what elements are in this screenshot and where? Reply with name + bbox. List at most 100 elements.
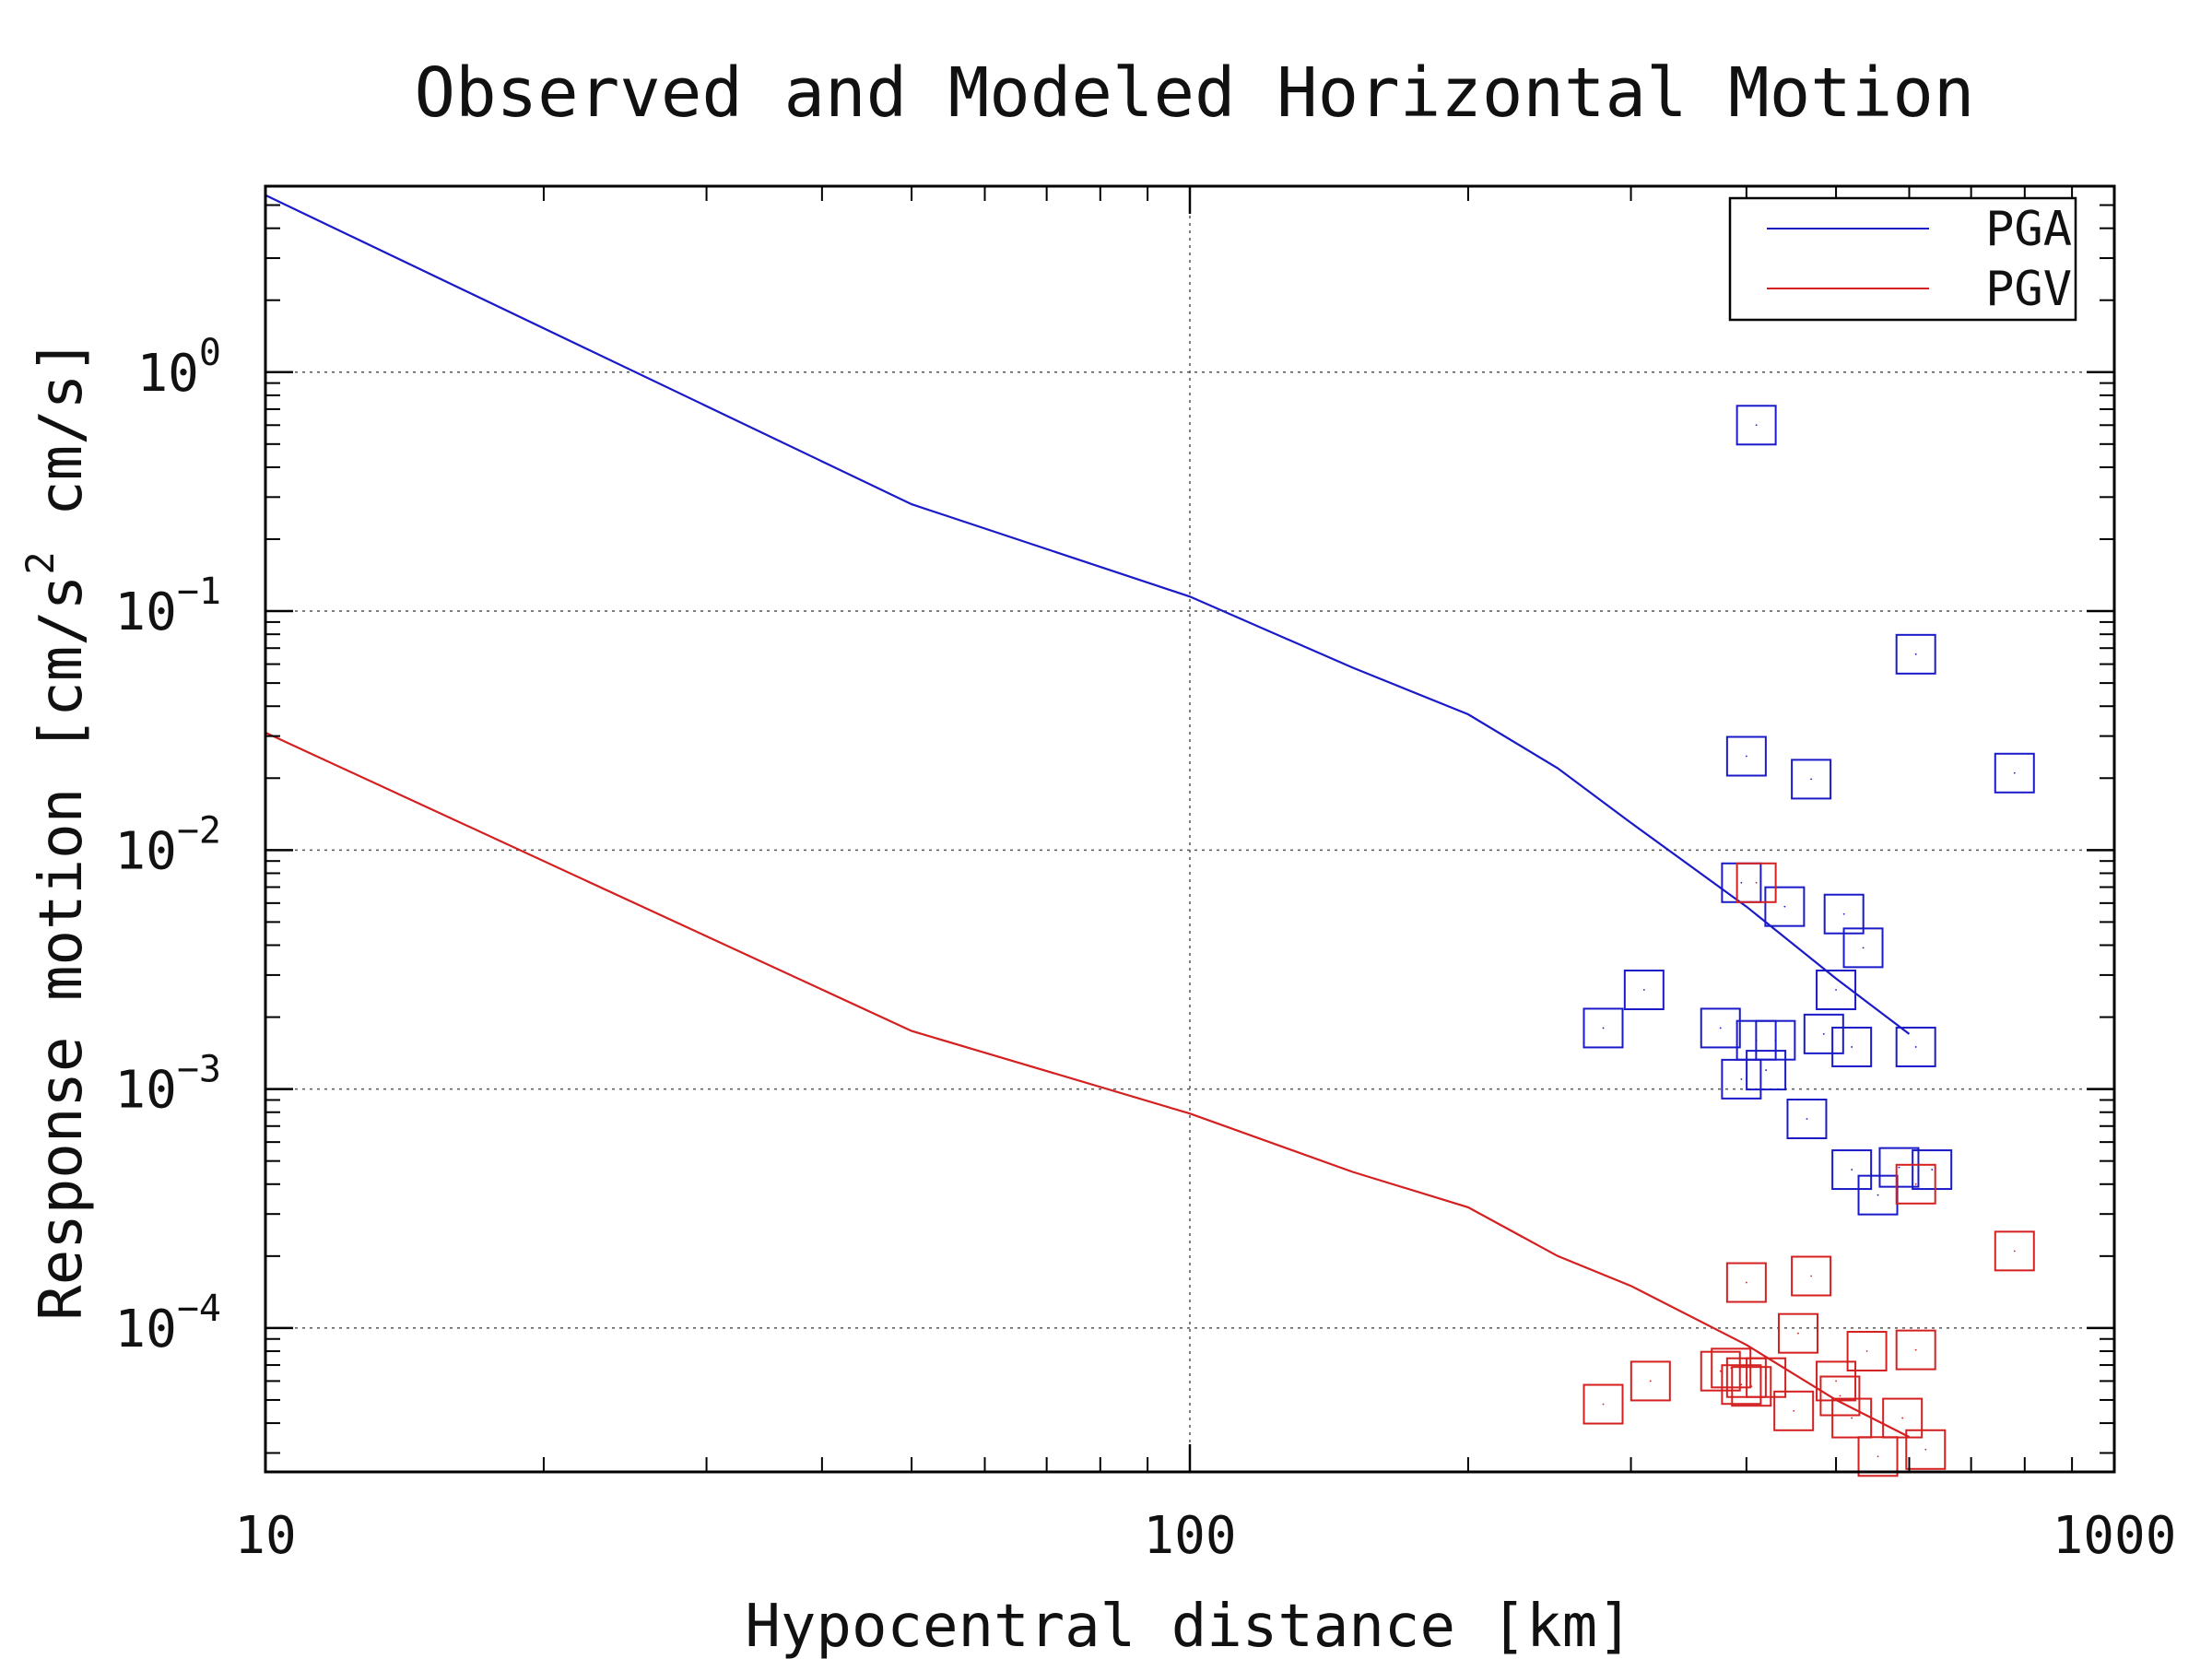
observed-marker-center-pga bbox=[1914, 653, 1917, 655]
y-tick-label-base: 10 bbox=[114, 582, 176, 642]
observed-marker-pga bbox=[1725, 735, 1767, 777]
x-axis-label: Hypocentral distance [km] bbox=[745, 1593, 1632, 1659]
observed-marker-pga bbox=[1721, 1058, 1762, 1100]
y-tick-label: 10−4 bbox=[114, 1288, 221, 1359]
observed-marker-pga bbox=[1816, 970, 1857, 1011]
grid-lines bbox=[265, 186, 2114, 1472]
y-tick-label: 10−1 bbox=[114, 571, 221, 642]
observed-marker-pgv bbox=[1700, 1350, 1741, 1392]
observed-marker-center-pga bbox=[1851, 1046, 1853, 1048]
observed-marker-pgv bbox=[1721, 1364, 1762, 1406]
observed-marker-pga bbox=[1994, 752, 2035, 794]
y-axis-label-unit: cm/s] bbox=[28, 338, 96, 551]
observed-marker-pga bbox=[1700, 1007, 1741, 1049]
chart-title: Observed and Modeled Horizontal Motion bbox=[415, 53, 1975, 133]
observed-marker-center-pga bbox=[1740, 881, 1743, 884]
model-line-pga bbox=[265, 194, 1911, 1035]
observed-marker-pga bbox=[1895, 633, 1936, 675]
observed-marker-pga bbox=[1803, 1013, 1844, 1054]
x-tick-label: 10 bbox=[234, 1506, 296, 1566]
y-tick-label-exponent: 0 bbox=[199, 332, 221, 374]
observed-marker-center-pga bbox=[1877, 1194, 1879, 1196]
observed-marker-pga bbox=[1831, 1026, 1873, 1067]
observed-marker-center-pgv bbox=[1750, 1385, 1753, 1388]
y-tick-label: 10−3 bbox=[114, 1049, 221, 1121]
observed-marker-pgv bbox=[1846, 1331, 1888, 1372]
observed-marker-pga bbox=[1831, 1149, 1873, 1191]
x-tick-label: 100 bbox=[1143, 1506, 1236, 1566]
observed-marker-center-pga bbox=[1810, 778, 1813, 781]
observed-marker-center-pgv bbox=[1719, 1370, 1722, 1372]
observed-marker-center-pgv bbox=[1740, 1383, 1743, 1386]
observed-marker-center-pgv bbox=[1649, 1380, 1652, 1382]
observed-marker-center-pga bbox=[1774, 1039, 1777, 1041]
observed-marker-pgv bbox=[1746, 1357, 1787, 1398]
observed-marker-center-pga bbox=[1931, 1169, 1934, 1171]
observed-marker-pga bbox=[1623, 970, 1665, 1011]
observed-marker-pga bbox=[1842, 927, 1884, 969]
observed-marker-center-pgv bbox=[1914, 1348, 1917, 1351]
observed-marker-pgv bbox=[1831, 1397, 1873, 1439]
y-tick-label: 100 bbox=[136, 332, 221, 404]
observed-marker-center-pgv bbox=[1793, 1409, 1795, 1412]
y-axis-label-main: Response motion [cm/s bbox=[28, 575, 96, 1321]
observed-marker-pga bbox=[1786, 1099, 1828, 1140]
observed-marker-center-pgv bbox=[1865, 1350, 1868, 1352]
observed-marker-center-pgv bbox=[1839, 1394, 1841, 1397]
observed-marker-center-pgv bbox=[1924, 1448, 1927, 1451]
observed-marker-center-pgv bbox=[1914, 1182, 1917, 1185]
observed-marker-pgv bbox=[1791, 1255, 1832, 1297]
y-tick-label-base: 10 bbox=[136, 344, 198, 404]
observed-marker-center-pga bbox=[1862, 947, 1865, 949]
observed-marker-center-pgv bbox=[1901, 1417, 1904, 1419]
observed-marker-pga bbox=[1764, 886, 1806, 927]
y-axis-label-superscript: 2 bbox=[18, 551, 63, 574]
observed-marker-pgv bbox=[1905, 1429, 1947, 1470]
observed-marker-pgv bbox=[1895, 1329, 1936, 1371]
y-tick-label-exponent: −4 bbox=[177, 1288, 221, 1330]
legend-label-pga: PGA bbox=[1985, 202, 2072, 257]
legend-label-pgv: PGV bbox=[1985, 262, 2072, 317]
x-tick-labels: 10 100 1000 bbox=[234, 1506, 2176, 1566]
observed-marker-pgv bbox=[1731, 1366, 1772, 1407]
observed-marker-pgv bbox=[1773, 1390, 1815, 1431]
observed-marker-center-pga bbox=[1740, 1077, 1743, 1080]
observed-marker-pgv bbox=[1711, 1347, 1752, 1389]
observed-marker-center-pga bbox=[1602, 1027, 1605, 1030]
observed-marker-center-pga bbox=[2013, 771, 2016, 774]
observed-marker-center-pgv bbox=[1835, 1380, 1837, 1382]
observed-marker-center-pgv bbox=[1810, 1275, 1813, 1277]
observed-marker-center-pga bbox=[1898, 1166, 1900, 1169]
y-tick-label-exponent: −1 bbox=[177, 571, 221, 613]
y-tick-label-base: 10 bbox=[114, 1300, 176, 1359]
model-line-pgv bbox=[265, 731, 1910, 1439]
observed-marker-center-pgv bbox=[1797, 1332, 1799, 1335]
observed-marker-pgv bbox=[1994, 1230, 2035, 1272]
observed-marker-center-pga bbox=[1745, 755, 1747, 758]
observed-marker-center-pgv bbox=[1745, 1281, 1747, 1284]
observed-marker-center-pga bbox=[1851, 1169, 1853, 1171]
axis-ticks bbox=[264, 185, 2116, 1472]
y-tick-label-exponent: −3 bbox=[177, 1049, 221, 1091]
observed-marker-center-pga bbox=[1719, 1027, 1722, 1030]
y-tick-label: 10−2 bbox=[114, 809, 221, 881]
observed-marker-pgv bbox=[1777, 1312, 1818, 1354]
observed-marker-pgv bbox=[1819, 1375, 1861, 1417]
legend-box bbox=[1728, 196, 2077, 322]
y-axis-label: Response motion [cm/s2 cm/s] bbox=[18, 338, 96, 1321]
observed-marker-pgv bbox=[1583, 1383, 1624, 1425]
observed-marker-pgv bbox=[1895, 1163, 1936, 1205]
observed-marker-pgv bbox=[1725, 1262, 1767, 1303]
observed-marker-center-pgv bbox=[1765, 1376, 1768, 1379]
observed-marker-center-pga bbox=[1914, 1046, 1917, 1048]
observed-marker-pga bbox=[1895, 1026, 1936, 1067]
observed-markers bbox=[1583, 405, 2035, 1477]
observed-marker-center-pgv bbox=[1851, 1417, 1853, 1419]
y-tick-label-base: 10 bbox=[114, 821, 176, 881]
observed-marker-center-pga bbox=[1822, 1032, 1825, 1035]
observed-marker-center-pga bbox=[1835, 989, 1837, 991]
observed-marker-pga bbox=[1755, 1019, 1796, 1061]
observed-marker-pga bbox=[1791, 759, 1832, 800]
